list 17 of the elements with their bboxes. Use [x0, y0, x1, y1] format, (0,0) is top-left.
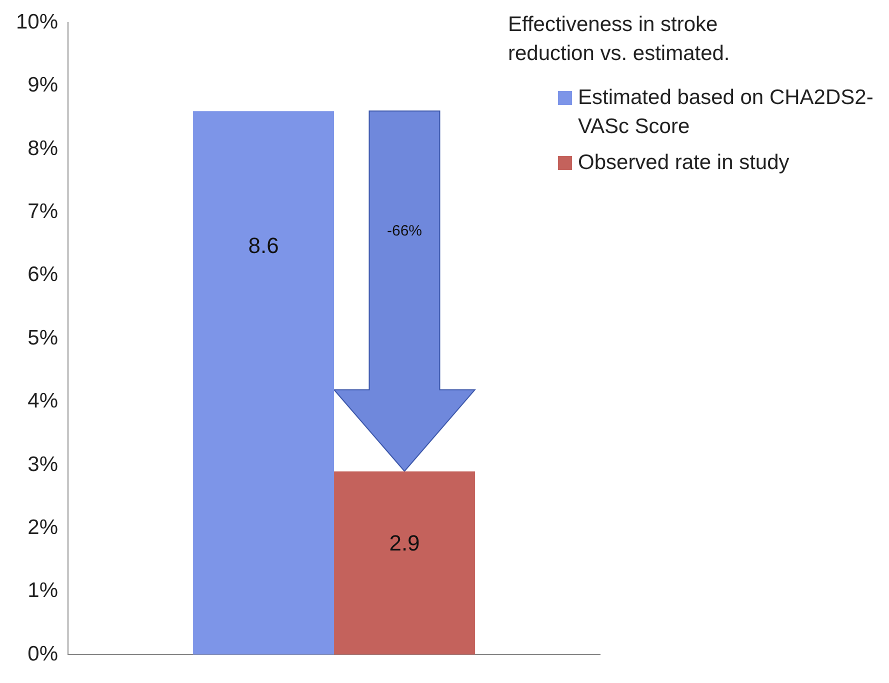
y-tick-label: 8% — [28, 136, 58, 160]
y-tick-label: 3% — [28, 452, 58, 476]
y-tick-label: 1% — [28, 579, 58, 602]
y-tick-label: 0% — [28, 642, 58, 666]
legend-label: Estimated based on CHA2DS2-VASc Score — [578, 84, 874, 140]
y-tick-label: 9% — [28, 74, 58, 97]
legend-label: Observed rate in study — [578, 150, 790, 176]
chart-title: Effectiveness in stroke reduction vs. estimated. — [508, 12, 731, 68]
y-tick-label: 10% — [16, 10, 58, 34]
y-tick-label: 4% — [28, 390, 58, 413]
y-tick-label: 5% — [28, 326, 58, 350]
y-tick-label: 2% — [28, 516, 58, 539]
data-label: 8.6 — [248, 233, 279, 258]
y-tick-label: 7% — [28, 200, 58, 223]
y-tick-label: 6% — [28, 263, 58, 286]
annotation: -66% — [386, 222, 422, 240]
data-label: 2.9 — [389, 530, 420, 556]
